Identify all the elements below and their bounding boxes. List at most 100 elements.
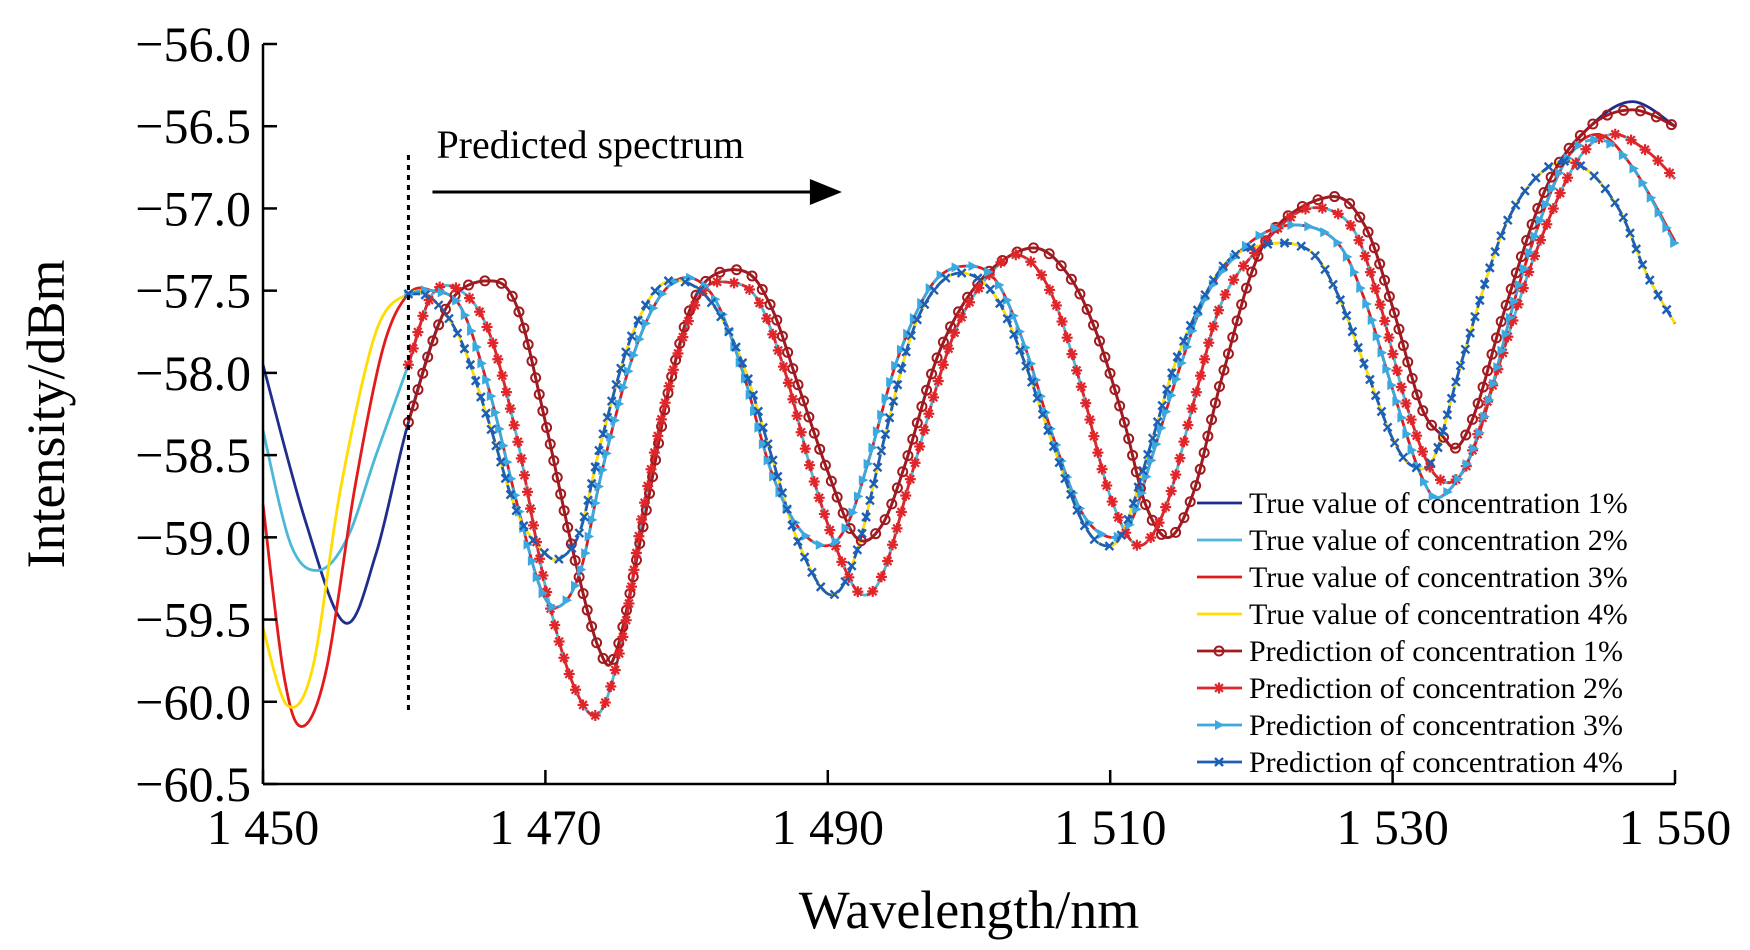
series-6-marker [558,652,570,664]
series-5-marker [1354,211,1366,223]
series-8-marker [1376,406,1387,417]
series-7-marker [1229,252,1240,263]
series-7-marker [482,374,492,385]
series-7-marker [1026,358,1037,369]
series-6-marker [772,344,784,356]
series-6-marker [1050,299,1062,311]
series-7-marker [1031,374,1042,385]
series-7-marker [502,457,513,468]
y-tick-label: −60.0 [135,674,251,730]
series-8-marker [491,440,501,451]
series-6-marker [633,530,645,542]
series-5-marker [782,346,794,358]
series-6-marker [1395,381,1407,393]
series-6-marker [904,473,916,485]
series-5-marker [591,637,603,649]
series-7-marker [491,407,501,418]
series-8-marker [650,286,660,296]
series-6-marker [1088,430,1100,442]
series-8-marker [1637,259,1648,270]
series-6-marker [1400,397,1412,409]
series-7-marker [452,295,462,306]
series-7-marker [1382,363,1392,374]
series-6-marker [553,635,565,647]
series-6-marker [689,299,701,311]
series-8-marker [829,589,840,600]
series-5-marker [1118,416,1130,428]
series-8-marker [995,298,1005,309]
series-7-marker [815,539,826,550]
series-6-marker [1160,501,1172,513]
series-8-marker [1246,242,1256,253]
series-7-marker [602,448,612,459]
series-7-marker [1428,491,1439,502]
series-8-marker [852,544,863,555]
series-6-marker [518,469,530,481]
series-7-marker [1420,476,1430,487]
series-7-marker [1514,279,1525,290]
series-5-marker [1449,442,1461,454]
series-7-marker [1392,396,1402,407]
series-8-marker [1002,313,1013,324]
series-6-marker [527,519,539,531]
series-7-marker [1497,345,1507,356]
series-7-marker [1541,199,1552,210]
series-7-marker [1469,443,1479,454]
series-7-marker [472,342,482,353]
series-6-marker [1071,364,1083,376]
series-5-marker [462,279,474,291]
series-7-marker [562,595,573,606]
series-5-marker [764,299,776,311]
series-7-marker [1590,134,1600,145]
series-6-marker [777,361,789,373]
series-5-marker [825,475,837,487]
series-5-marker [1402,356,1414,368]
series-6-marker [943,343,955,355]
series-5-marker [1406,372,1418,384]
series-5-marker [678,321,690,333]
series-7-marker [519,523,529,534]
annotation-arrowhead [809,179,842,205]
series-7-marker [1270,223,1281,234]
series-7-marker [1443,486,1453,497]
series-8-marker [1026,377,1037,387]
series-6-marker [636,513,648,525]
series-5-marker [1222,348,1234,360]
series-5-marker [558,505,570,517]
series-8-marker [1370,390,1381,401]
series-6-marker [1369,282,1381,294]
x-tick-label: 1 470 [489,799,602,855]
series-6-marker [672,347,684,359]
series-5-marker [937,336,949,348]
series-7-marker [1654,207,1665,218]
series-5-marker [1312,194,1324,206]
series-6-marker [626,581,638,593]
series-7-marker [576,564,587,575]
series-8-marker [1335,295,1346,305]
series-5-marker [1114,400,1126,412]
series-8-marker [1446,393,1457,404]
series-6-marker [1332,208,1344,220]
series-6-marker [995,256,1007,268]
series-8-marker [884,412,895,423]
series-8-marker [731,342,741,352]
series-7-marker [548,601,558,612]
series-7-marker [1342,251,1353,262]
series-8-marker [1328,279,1338,290]
series-6-marker [1625,134,1637,146]
series-5-marker [1482,365,1494,377]
series-8-marker [1631,244,1642,254]
series-8-marker [1208,275,1219,285]
series-6-marker [949,327,961,339]
series-7-marker [1489,378,1499,389]
series-7-marker [1670,238,1680,249]
series-7-marker [629,350,639,361]
series-8-marker [1157,400,1168,411]
series-6-marker [500,386,512,398]
series-6-marker [1652,155,1664,167]
series-8-marker [1411,462,1422,473]
series-5-marker [1227,331,1239,343]
series-8-marker [1192,305,1203,315]
series-7-marker [1152,439,1162,450]
series-6-marker [1186,403,1198,415]
